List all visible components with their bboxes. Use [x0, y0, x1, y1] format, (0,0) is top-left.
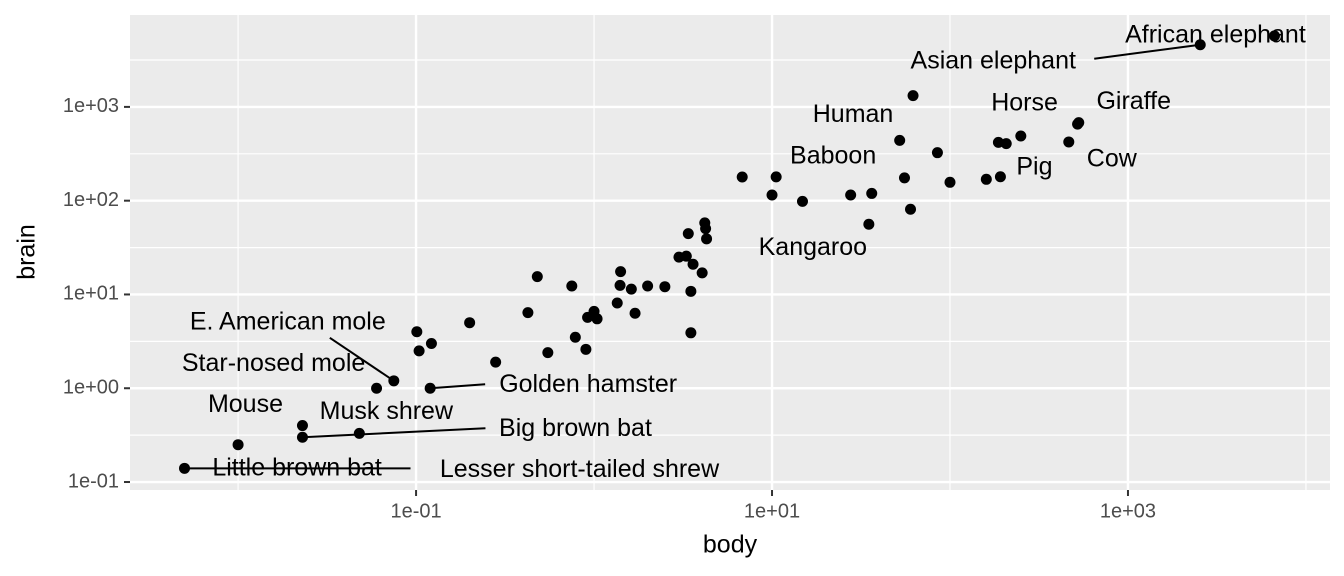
- point: [542, 347, 554, 359]
- point: [615, 266, 627, 278]
- point: [980, 173, 992, 185]
- point: [413, 345, 425, 357]
- point: [894, 134, 906, 146]
- point: [685, 285, 697, 297]
- x-tick-label: 1e-01: [390, 500, 441, 522]
- point: [1268, 30, 1280, 42]
- point: [614, 279, 626, 291]
- point: [580, 343, 592, 355]
- point: [700, 223, 712, 235]
- point-label: Horse: [991, 89, 1058, 117]
- y-tick-label: 1e+02: [63, 189, 119, 211]
- point: [682, 228, 694, 240]
- point: [232, 439, 244, 451]
- point: [673, 251, 685, 263]
- point: [642, 280, 654, 292]
- point-label: Lesser short-tailed shrew: [440, 455, 720, 483]
- y-tick-label: 1e+01: [63, 283, 119, 305]
- point: [611, 297, 623, 309]
- point: [490, 356, 502, 368]
- panel: [130, 15, 1330, 490]
- x-axis-title: body: [703, 531, 758, 559]
- point-label: Asian elephant: [911, 46, 1076, 74]
- point: [944, 176, 956, 188]
- point-label: Star-nosed mole: [182, 349, 365, 377]
- label-segment: [329, 336, 395, 382]
- point: [736, 171, 748, 183]
- x-tick-label: 1e+03: [1100, 500, 1156, 522]
- y-tick-label: 1e+00: [63, 377, 119, 399]
- x-tick-label: 1e+01: [744, 500, 800, 522]
- point-label: African elephant: [1125, 21, 1306, 49]
- y-tick-label: 1e-01: [68, 470, 119, 492]
- point: [569, 331, 581, 343]
- point: [770, 171, 782, 183]
- point: [531, 271, 543, 283]
- point-label: Mouse: [208, 390, 283, 418]
- point: [701, 233, 713, 245]
- point-label: E. American mole: [190, 307, 386, 335]
- y-tick-label: 1e+03: [63, 95, 119, 117]
- label-segment: [302, 427, 486, 439]
- point-label: Pig: [1016, 152, 1052, 180]
- point-label: Golden hamster: [499, 370, 677, 398]
- point: [625, 283, 637, 295]
- point: [1073, 117, 1085, 129]
- point: [1015, 130, 1027, 142]
- point: [931, 147, 943, 159]
- y-axis-title: brain: [13, 224, 41, 280]
- point: [353, 427, 365, 439]
- point: [1063, 136, 1075, 148]
- point: [994, 171, 1006, 183]
- label-segment: [430, 383, 486, 390]
- point: [296, 420, 308, 432]
- point: [898, 172, 910, 184]
- point: [411, 326, 423, 338]
- point: [464, 317, 476, 329]
- point: [696, 267, 708, 279]
- point: [845, 189, 857, 201]
- point: [371, 382, 383, 394]
- point: [629, 307, 641, 319]
- point-label: Giraffe: [1096, 87, 1171, 115]
- point: [685, 327, 697, 339]
- point: [905, 203, 917, 215]
- point-label: Baboon: [790, 141, 876, 169]
- point-label: Little brown bat: [212, 453, 382, 481]
- point: [796, 195, 808, 207]
- point: [863, 218, 875, 230]
- point: [1000, 138, 1012, 150]
- point: [522, 307, 534, 319]
- label-segment: [1094, 43, 1201, 60]
- point: [425, 337, 437, 349]
- point-label: Kangaroo: [759, 233, 867, 261]
- point-label: Human: [813, 100, 894, 128]
- point-label: Big brown bat: [499, 414, 652, 442]
- point: [588, 305, 600, 317]
- point: [866, 187, 878, 199]
- point: [659, 281, 671, 293]
- point-label: Cow: [1087, 145, 1138, 173]
- point: [766, 189, 778, 201]
- point: [907, 90, 919, 102]
- point-label: Musk shrew: [320, 397, 454, 425]
- point: [687, 258, 699, 270]
- point: [566, 280, 578, 292]
